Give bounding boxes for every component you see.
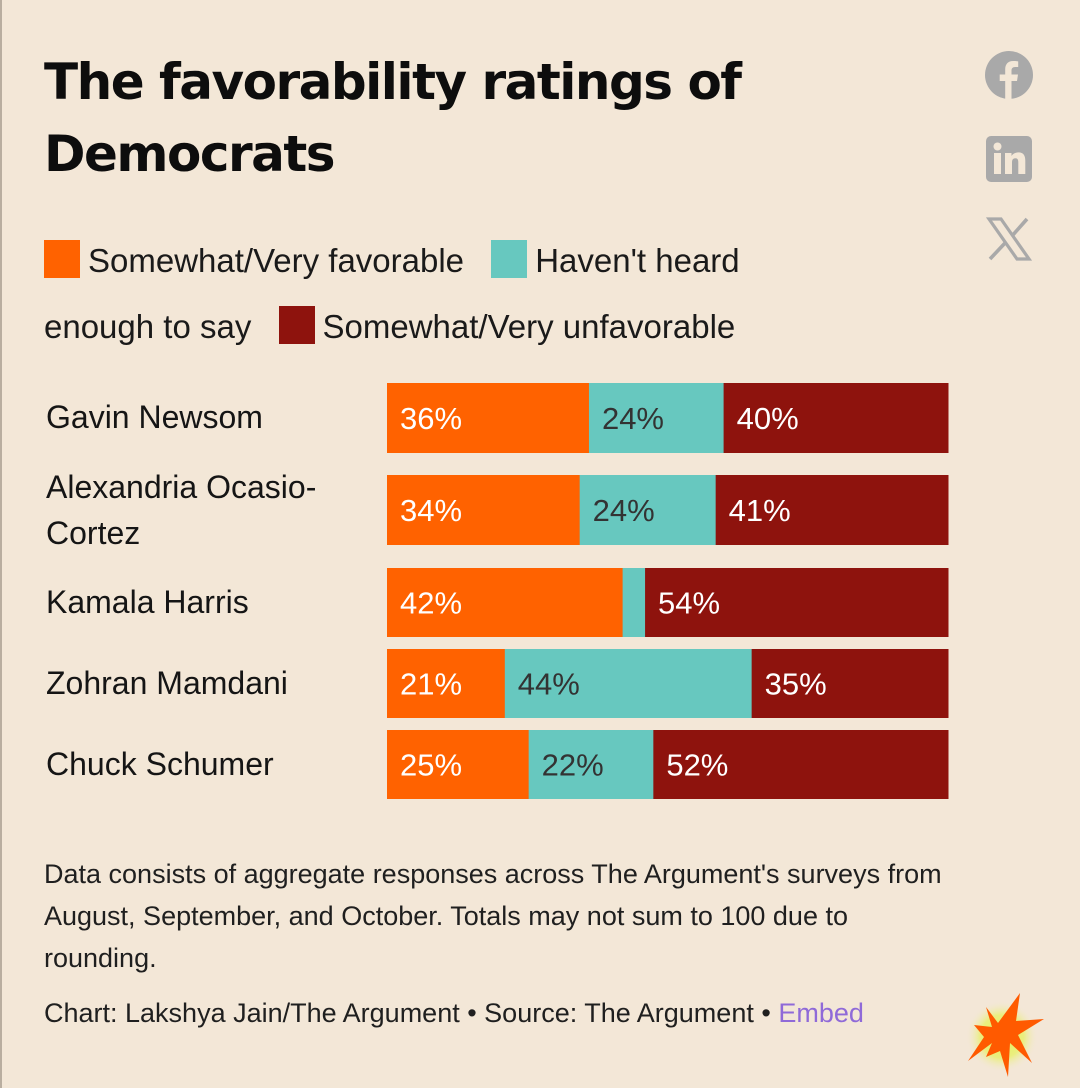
bar-segment — [528, 730, 654, 799]
bar-row: 34% 24% 41% — [387, 475, 949, 545]
credit-text: Chart: Lakshya Jain/The Argument • Sourc… — [44, 998, 771, 1028]
legend-swatch — [278, 306, 315, 344]
bar-segment — [645, 568, 949, 637]
chart-note: Data consists of aggregate responses acr… — [44, 859, 942, 973]
bar-segment — [622, 568, 646, 637]
row-label: Chuck Schumer — [46, 746, 274, 782]
row-label: Gavin Newsom — [46, 399, 263, 435]
bar-data-label: 41% — [729, 493, 791, 528]
bar-segment — [715, 475, 949, 545]
bar-segment — [387, 475, 581, 545]
bar-segment — [387, 649, 506, 718]
bar-row: 21% 44% 35% — [387, 649, 949, 718]
bar-data-label: 21% — [400, 667, 462, 702]
bar-data-label: 24% — [602, 401, 664, 436]
bar-segment — [387, 383, 590, 453]
the-argument-logo-icon — [966, 993, 1044, 1077]
bar-segment — [588, 383, 725, 453]
bar-data-label: 22% — [542, 748, 604, 783]
x-icon — [986, 217, 1032, 261]
bar-data-label: 34% — [400, 493, 462, 528]
bar-segment — [387, 568, 624, 637]
linkedin-icon — [986, 136, 1032, 182]
legend-label: Somewhat/Very unfavorable — [322, 308, 736, 345]
bar-data-label: 25% — [400, 748, 462, 783]
facebook-share-button[interactable] — [984, 50, 1034, 100]
chart-credit: Chart: Lakshya Jain/The Argument • Sourc… — [44, 992, 944, 1034]
embed-link[interactable]: Embed — [778, 998, 864, 1028]
legend-item-unfavorable: Somewhat/Very unfavorable — [278, 306, 736, 345]
legend-item-not-heard: Haven't heard enough to say — [44, 240, 740, 345]
bar-data-label: 24% — [593, 493, 655, 528]
bar-segment — [751, 649, 949, 718]
x-share-button[interactable] — [984, 214, 1034, 264]
bar-segment — [504, 649, 753, 718]
legend-swatch — [491, 240, 528, 278]
bar-segment — [723, 383, 949, 453]
bar-data-label: 42% — [400, 586, 462, 621]
linkedin-share-button[interactable] — [984, 134, 1034, 184]
legend-label: Haven't heard enough to say — [44, 242, 740, 345]
chart-legend: Somewhat/Very favorable Haven't heard en… — [44, 228, 844, 360]
legend-swatch — [44, 240, 80, 278]
bar-data-label: 36% — [400, 401, 462, 436]
bar-data-label: 44% — [518, 667, 580, 702]
row-label: Alexandria Ocasio-Cortez — [46, 469, 317, 551]
bar-data-label: 40% — [737, 401, 799, 436]
bar-data-label: 54% — [658, 586, 720, 621]
facebook-icon — [985, 51, 1033, 99]
bar-segment — [387, 730, 530, 799]
bar-segment — [579, 475, 717, 545]
bar-row: 42% 54% — [387, 568, 949, 637]
legend-item-favorable: Somewhat/Very favorable — [44, 240, 465, 279]
bar-data-label: 52% — [666, 748, 728, 783]
row-label: Zohran Mamdani — [46, 665, 288, 701]
row-label: Kamala Harris — [46, 584, 249, 620]
bar-segment — [653, 730, 949, 799]
bar-data-label: 35% — [765, 667, 827, 702]
chart-title: The favorability ratings of Democrats — [44, 53, 742, 183]
bar-row: 25% 22% 52% — [387, 730, 949, 799]
bar-row: 36% 24% 40% — [387, 383, 949, 453]
legend-label: Somewhat/Very favorable — [88, 242, 465, 279]
